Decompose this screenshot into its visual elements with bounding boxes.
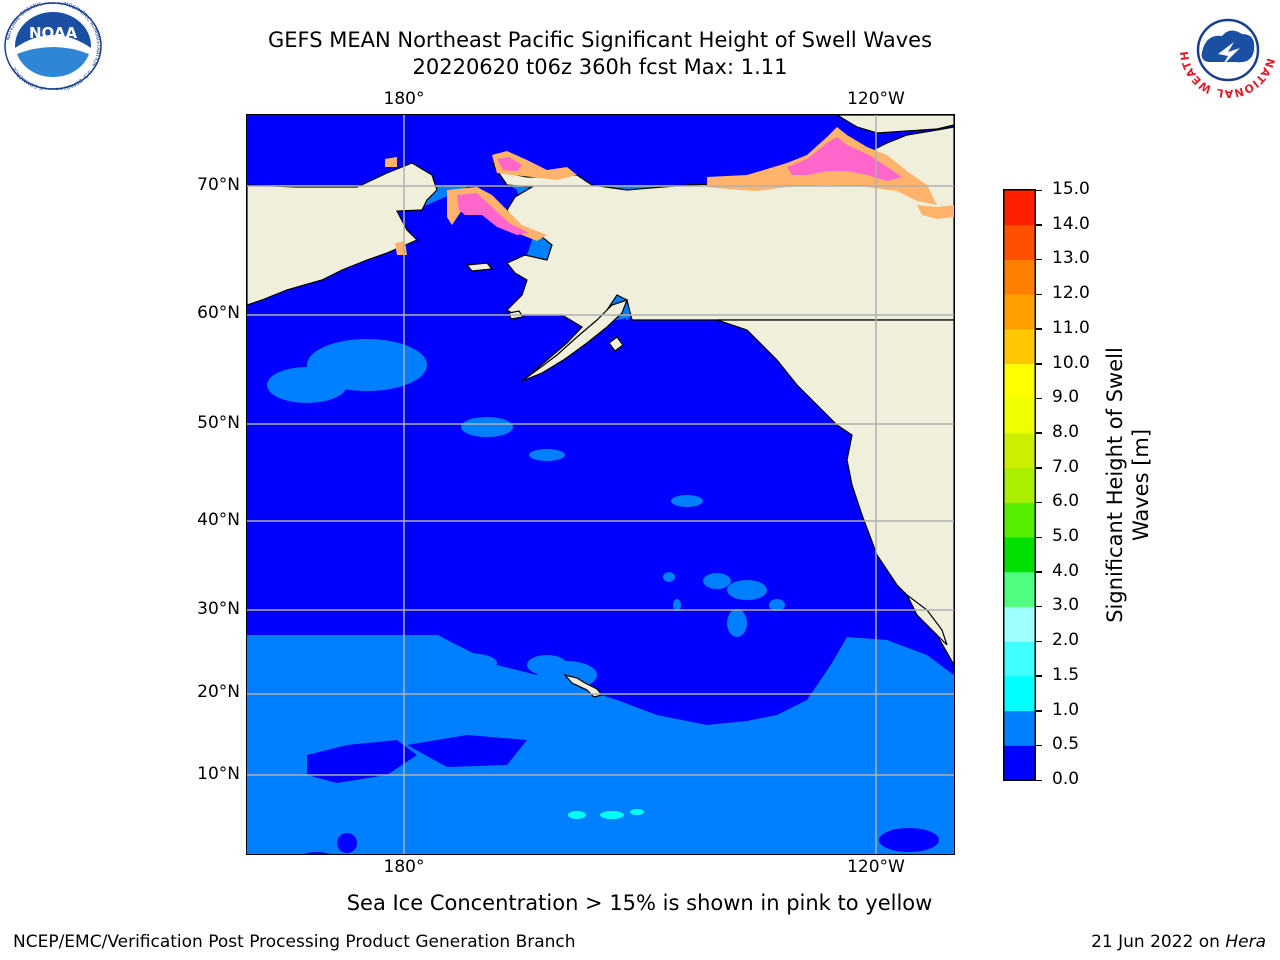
footer-date-text: 21 Jun 2022 on: [1091, 932, 1226, 952]
colorbar-segment: [1004, 606, 1035, 642]
lat-label-60n: 60°N: [197, 303, 240, 323]
colorbar-tick-mark: [1036, 258, 1042, 261]
colorbar-tick-label: 9.0: [1052, 387, 1080, 408]
colorbar-tick-mark: [1036, 710, 1042, 712]
colorbar-segment: [1004, 224, 1035, 260]
colorbar-tick-mark: [1036, 397, 1042, 400]
colorbar-tick-mark: [1036, 432, 1042, 434]
colorbar-tick-mark: [1036, 189, 1042, 191]
colorbar-tick-mark: [1036, 605, 1042, 608]
colorbar-tick-label: 0.5: [1052, 734, 1080, 755]
swell-patches-low-south: [303, 735, 939, 854]
footer-credit: NCEP/EMC/Verification Post Processing Pr…: [13, 932, 576, 952]
colorbar-tick-mark: [1036, 675, 1042, 677]
lat-label-10n: 10°N: [197, 764, 240, 784]
colorbar-segment: [1004, 363, 1035, 399]
map-panel: [247, 115, 954, 854]
land-alaska-peninsula: [521, 299, 629, 382]
chart-subtitle: 20220620 t06z 360h fcst Max: 1.11: [412, 55, 788, 79]
colorbar-tick-mark: [1036, 224, 1042, 226]
colorbar-segment: [1004, 328, 1035, 365]
colorbar-tick-label: 12.0: [1052, 283, 1090, 304]
colorbar-tick-label: 11.0: [1052, 317, 1090, 338]
colorbar-tick-mark: [1036, 363, 1042, 365]
nws-logo: NATIONAL WEATHER SERVICE: [1178, 2, 1277, 98]
colorbar-tick-mark: [1036, 779, 1042, 781]
ice-note: Sea Ice Concentration > 15% is shown in …: [346, 891, 933, 915]
colorbar-label-line1: Significant Height of Swell: [1103, 347, 1127, 623]
colorbar-tick-mark: [1036, 501, 1042, 504]
colorbar-tick-label: 4.0: [1052, 560, 1080, 581]
colorbar-segment: [1004, 190, 1035, 226]
noaa-logo: NOAA NATIONAL OCEANIC AND ATMOSPHERIC AD…: [4, 2, 102, 90]
colorbar-tick-label: 3.0: [1052, 595, 1080, 616]
colorbar-tick-label: 13.0: [1052, 248, 1090, 269]
noaa-logo-text: NOAA: [29, 24, 78, 42]
colorbar-tick-label: 8.0: [1052, 421, 1080, 442]
land-st-lawrence: [465, 262, 494, 272]
colorbar-tick-label: 15.0: [1052, 179, 1090, 199]
colorbar-outline: [1003, 189, 1036, 781]
colorbar-tick-mark: [1036, 640, 1042, 643]
lat-label-40n: 40°N: [197, 510, 240, 530]
colorbar-tick-label: 1.0: [1052, 699, 1080, 720]
lon-label-180-top: 180°: [383, 89, 425, 109]
colorbar-segment: [1004, 641, 1035, 677]
colorbar: [1003, 189, 1036, 781]
graticule: [247, 115, 954, 854]
land-west-coast: [716, 319, 954, 667]
colorbar-segment: [1004, 571, 1035, 607]
land-hawaii: [563, 673, 604, 698]
lat-label-20n: 20°N: [197, 682, 240, 702]
colorbar-label: Significant Height of Swell Waves [m]: [1102, 347, 1154, 623]
lon-label-120w-bottom: 120°W: [847, 857, 905, 877]
lat-label-30n: 30°N: [197, 599, 240, 619]
colorbar-segment: [1004, 467, 1035, 503]
lat-label-50n: 50°N: [197, 413, 240, 433]
colorbar-segment: [1004, 675, 1035, 712]
land-siberia: [247, 162, 438, 306]
colorbar-segment: [1004, 710, 1035, 746]
colorbar-tick-mark: [1036, 571, 1042, 573]
colorbar-tick-label: 6.0: [1052, 491, 1080, 512]
colorbar-tick-mark: [1036, 293, 1042, 296]
colorbar-tick-mark: [1036, 328, 1042, 330]
land-arctic-islands: [835, 115, 954, 134]
colorbar-segment: [1004, 502, 1035, 538]
chart-title: GEFS MEAN Northeast Pacific Significant …: [267, 28, 933, 52]
colorbar-label-line2: Waves [m]: [1129, 428, 1153, 542]
lon-label-180-bottom: 180°: [383, 857, 425, 877]
colorbar-tick-label: 14.0: [1052, 213, 1090, 234]
colorbar-segment: [1004, 294, 1035, 330]
colorbar-tick-label: 0.0: [1052, 769, 1080, 789]
footer-date: 21 Jun 2022 on Hera: [1091, 932, 1266, 952]
colorbar-segment: [1004, 398, 1035, 434]
colorbar-tick-label: 1.5: [1052, 664, 1080, 685]
colorbar-tick-mark: [1036, 536, 1042, 539]
colorbar-segment: [1004, 537, 1035, 573]
colorbar-segment: [1004, 745, 1035, 781]
colorbar-tick-mark: [1036, 744, 1042, 747]
land-kodiak: [608, 336, 624, 352]
colorbar-segment: [1004, 259, 1035, 295]
colorbar-tick-label: 10.0: [1052, 352, 1090, 373]
swell-patches-10-15: [568, 809, 644, 819]
colorbar-tick-mark: [1036, 467, 1042, 469]
lon-label-120w-top: 120°W: [847, 89, 905, 109]
colorbar-tick-label: 5.0: [1052, 526, 1080, 547]
colorbar-segment: [1004, 432, 1035, 469]
swell-patches-mid: [267, 339, 785, 689]
colorbar-tick-label: 2.0: [1052, 630, 1080, 651]
map-svg: [247, 115, 954, 854]
lat-label-70n: 70°N: [197, 175, 240, 195]
colorbar-tick-label: 7.0: [1052, 456, 1080, 477]
footer-machine: Hera: [1225, 932, 1266, 952]
